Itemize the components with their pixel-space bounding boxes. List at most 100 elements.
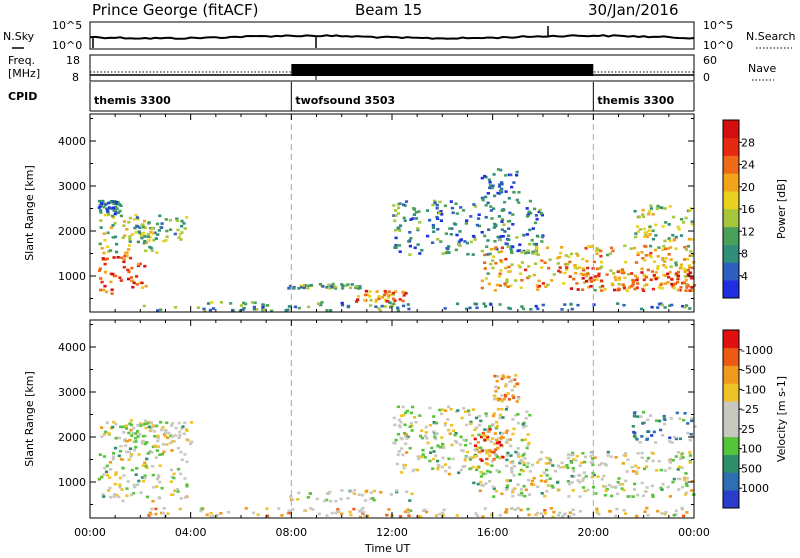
heatmap-cell xyxy=(400,471,404,474)
heatmap-cell xyxy=(113,212,117,216)
heatmap-cell xyxy=(106,245,110,248)
heatmap-cell xyxy=(597,463,601,467)
heatmap-cell xyxy=(405,490,409,494)
heatmap-cell xyxy=(509,468,514,471)
heatmap-cell xyxy=(522,485,526,488)
heatmap-cell xyxy=(179,472,183,476)
heatmap-cell xyxy=(468,456,472,459)
heatmap-cell xyxy=(526,443,530,447)
heatmap-cell xyxy=(105,421,109,424)
heatmap-cell xyxy=(103,284,107,288)
heatmap-cell xyxy=(173,434,177,437)
heatmap-cell xyxy=(132,440,136,444)
heatmap-cell xyxy=(416,468,420,472)
cpid-segment-label: themis 3300 xyxy=(94,94,171,107)
heatmap-cell xyxy=(393,228,398,232)
heatmap-cell xyxy=(504,257,508,261)
heatmap-cell xyxy=(558,266,562,269)
heatmap-cell xyxy=(663,469,667,472)
heatmap-cell xyxy=(659,283,663,287)
heatmap-cell xyxy=(668,466,672,470)
heatmap-cell xyxy=(560,308,564,311)
heatmap-cell xyxy=(144,464,148,468)
heatmap-cell xyxy=(614,456,618,459)
heatmap-cell xyxy=(176,228,180,232)
freq-tick-bottom: 8 xyxy=(72,71,79,84)
heatmap-cell xyxy=(498,272,502,276)
heatmap-cell xyxy=(106,231,110,235)
heatmap-cell xyxy=(662,245,666,248)
heatmap-cell xyxy=(265,507,269,510)
heatmap-cell xyxy=(215,514,220,517)
heatmap-cell xyxy=(134,445,138,449)
heatmap-cell xyxy=(395,489,399,492)
heatmap-cell xyxy=(607,509,612,513)
heatmap-cell xyxy=(598,267,602,270)
heatmap-cell xyxy=(402,216,406,220)
heatmap-cell xyxy=(136,424,140,427)
heatmap-cell xyxy=(533,207,537,211)
heatmap-cell xyxy=(242,301,246,305)
heatmap-cell xyxy=(401,453,405,457)
heatmap-cell xyxy=(493,432,497,435)
heatmap-cell xyxy=(661,257,665,260)
heatmap-cell xyxy=(480,449,484,453)
heatmap-cell xyxy=(592,473,596,477)
heatmap-cell xyxy=(640,481,644,485)
heatmap-cell xyxy=(363,499,368,502)
heatmap-cell xyxy=(506,234,511,238)
heatmap-cell xyxy=(634,261,638,264)
heatmap-cell xyxy=(622,285,626,288)
heatmap-cell xyxy=(645,437,649,441)
heatmap-cell xyxy=(116,211,120,215)
heatmap-cell xyxy=(607,483,612,487)
heatmap-cell xyxy=(641,287,645,291)
heatmap-cell xyxy=(211,307,216,310)
heatmap-cell xyxy=(100,435,104,438)
heatmap-cell xyxy=(475,223,479,227)
heatmap-cell xyxy=(239,304,244,307)
heatmap-cell xyxy=(668,304,672,307)
heatmap-cell xyxy=(368,290,372,293)
heatmap-cell xyxy=(167,431,171,435)
heatmap-cell xyxy=(651,237,655,241)
heatmap-cell xyxy=(165,421,169,425)
heatmap-cell xyxy=(567,255,571,259)
heatmap-cell xyxy=(686,245,690,248)
heatmap-cell xyxy=(510,251,514,255)
heatmap-cell xyxy=(443,204,447,208)
heatmap-cell xyxy=(645,459,649,463)
y-tick-label: 2000 xyxy=(58,225,86,238)
heatmap-cell xyxy=(287,305,291,308)
heatmap-cell xyxy=(674,437,678,441)
freq-strip: Freq. [MHz] 18 8 60 0 Nave xyxy=(8,54,776,84)
heatmap-cell xyxy=(520,493,524,497)
heatmap-cell xyxy=(510,185,514,189)
heatmap-cell xyxy=(606,253,610,257)
heatmap-cell xyxy=(481,431,485,435)
heatmap-cell xyxy=(539,212,543,215)
heatmap-cell xyxy=(303,509,307,512)
heatmap-cell xyxy=(388,301,392,305)
heatmap-cell xyxy=(447,251,451,254)
heatmap-cell xyxy=(558,255,562,259)
heatmap-cell xyxy=(541,234,545,237)
heatmap-cell xyxy=(514,450,518,454)
heatmap-cell xyxy=(614,514,618,518)
heatmap-cell xyxy=(380,296,385,299)
heatmap-cell xyxy=(674,513,678,516)
heatmap-cell xyxy=(516,454,520,457)
heatmap-cell xyxy=(578,473,582,477)
heatmap-cell xyxy=(340,301,344,305)
heatmap-cell xyxy=(640,271,644,274)
heatmap-cell xyxy=(654,223,658,227)
heatmap-cell xyxy=(498,442,502,446)
heatmap-cell xyxy=(659,468,663,472)
heatmap-cell xyxy=(520,305,524,308)
heatmap-cell xyxy=(426,234,430,238)
heatmap-cell xyxy=(156,436,160,440)
heatmap-cell xyxy=(428,423,432,427)
heatmap-cell xyxy=(512,427,516,431)
heatmap-cell xyxy=(535,252,539,256)
heatmap-cell xyxy=(147,420,151,424)
